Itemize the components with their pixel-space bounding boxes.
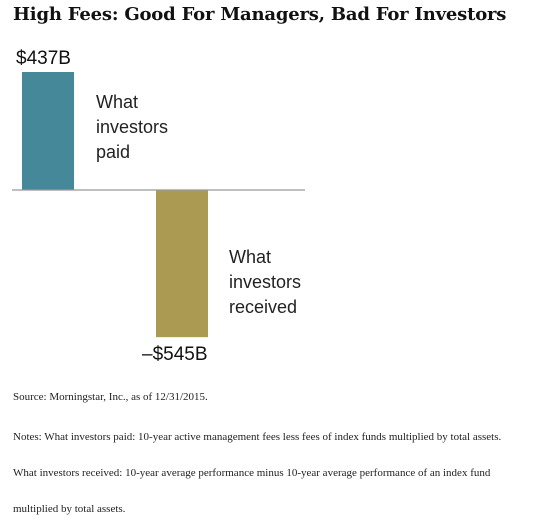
data-label: $437B: [16, 48, 71, 69]
chart-title: High Fees: Good For Managers, Bad For In…: [13, 4, 507, 25]
bar-chart: $437B What investors paid –$545B What investor…: [12, 48, 305, 365]
notes-line: multiplied by total assets.: [13, 503, 126, 515]
data-label: –$545B: [142, 344, 208, 365]
category-label: What investors received: [229, 247, 301, 317]
bar-received: [156, 190, 208, 338]
bar-paid: [22, 72, 74, 190]
category-label: What investors paid: [96, 92, 168, 162]
notes-line: What investors received: 10-year average…: [13, 467, 491, 479]
notes-line: Notes: What investors paid: 10-year acti…: [13, 431, 502, 443]
source-note: Source: Morningstar, Inc., as of 12/31/2…: [13, 391, 208, 403]
